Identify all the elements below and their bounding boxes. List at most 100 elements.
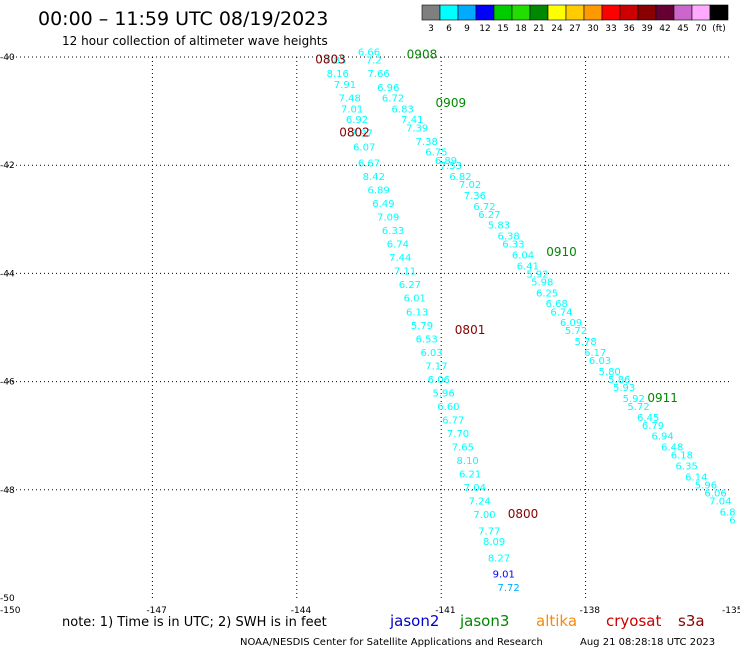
swh-value: 6.07: [353, 142, 375, 153]
legend-label: 70: [695, 24, 707, 34]
x-tick-label: -144: [291, 606, 312, 616]
legend-label: 42: [659, 24, 670, 34]
swh-value: 6.67: [358, 158, 380, 169]
swh-value: 6.41: [517, 261, 539, 272]
legend-label: 15: [497, 24, 508, 34]
legend-swatch: [637, 4, 657, 21]
legend-swatch: [421, 4, 441, 21]
swh-value: 6.83: [392, 104, 414, 115]
legend-swatch: [583, 4, 603, 21]
swh-value: 6.72: [382, 94, 404, 105]
swh-value: 6.14: [685, 472, 707, 483]
swh-value: 5.92: [623, 394, 645, 405]
legend-swatch: [565, 4, 585, 21]
legend-label: 39: [641, 24, 653, 34]
swh-value: 7.36: [464, 191, 486, 202]
pass-time-label: 0910: [546, 245, 577, 259]
credit-agency: NOAA/NESDIS Center for Satellite Applica…: [240, 637, 543, 648]
swh-value: 6.48: [661, 443, 683, 454]
swh-value: 6.04: [512, 250, 534, 261]
swh-value: 7.01: [341, 104, 363, 115]
y-tick-label: -42: [0, 161, 15, 171]
swh-value: 6.96: [377, 83, 399, 94]
pass-time-label: 0911: [647, 391, 678, 405]
legend-label: 24: [551, 24, 563, 34]
swh-value: 5.72: [565, 326, 587, 337]
swh-value: 8.16: [327, 69, 349, 80]
swh-value: 7.53: [440, 161, 462, 172]
data-points: 6.667.27.666.966.726.837.417.397.386.756…: [324, 48, 735, 595]
swh-value: 5.78: [574, 337, 596, 348]
swh-value: 6.45: [637, 413, 659, 424]
swh-value: 6.17: [584, 348, 606, 359]
swh-value: 8.42: [363, 172, 385, 183]
swh-value: 5.93: [613, 383, 635, 394]
swh-value: 7.11: [394, 267, 416, 278]
swh-value: 5.79: [411, 321, 433, 332]
satellite-legend: jason2 jason3 altika cryosat s3a: [389, 612, 705, 630]
y-tick-label: -46: [0, 378, 15, 388]
swh-value: 6.35: [676, 461, 698, 472]
legend-label: 36: [623, 24, 635, 34]
swh-value: 6.74: [387, 240, 409, 251]
swh-value: 6.18: [671, 451, 693, 462]
pass-time-label: 0801: [455, 323, 486, 337]
x-tick-label: -138: [580, 606, 601, 616]
swh-value: 5.83: [488, 221, 510, 232]
x-tick-label: -150: [0, 606, 21, 616]
swh-value: 7.70: [447, 429, 469, 440]
swh-value: 7.02: [459, 180, 481, 191]
swh-value: 6.06: [428, 375, 450, 386]
swh-value: 6.8: [720, 507, 736, 518]
swh-value: 6.49: [372, 199, 394, 210]
pass-time-label: 0909: [436, 96, 467, 110]
swh-value: 6.38: [497, 232, 519, 243]
legend-swatch: [547, 4, 567, 21]
pass-labels: 0908 0909 0910 0911 0803 0802 0801 0800: [315, 47, 678, 521]
swh-value: 6.92: [346, 115, 368, 126]
satellite-name: altika: [536, 612, 577, 630]
chart-title: 00:00 – 11:59 UTC 08/19/2023: [38, 8, 328, 30]
legend-label: 33: [605, 24, 616, 34]
pass-time-label: 0802: [339, 126, 370, 140]
swh-value: 6.66: [358, 48, 380, 59]
credit-timestamp: Aug 21 08:28:18 UTC 2023: [580, 637, 715, 648]
legend-swatch: [457, 4, 477, 21]
swh-value: 7.91: [334, 80, 356, 91]
axis-ticks: -150 -147 -144 -141 -138 -135 -40 -42 -44 -46 -48 -…: [0, 53, 740, 616]
satellite-name: s3a: [678, 612, 705, 630]
swh-value: 5.86: [608, 375, 630, 386]
swh-value: 6.89: [435, 156, 457, 167]
swh-value: 6: [729, 516, 735, 527]
legend-label: 9: [464, 24, 470, 34]
x-tick-label: -141: [435, 606, 455, 616]
swh-value: 7.38: [416, 137, 438, 148]
swh-value: 7.04: [464, 483, 486, 494]
swh-value: 8.27: [488, 553, 510, 564]
swh-value: 9.01: [493, 570, 515, 581]
y-tick-label: -44: [0, 269, 15, 279]
swh-value: 6.79: [642, 421, 664, 432]
swh-value: 6.13: [406, 307, 428, 318]
legend-swatch: [493, 4, 513, 21]
legend-swatch: [439, 4, 459, 21]
x-tick-label: -147: [146, 606, 166, 616]
legend-swatch: [673, 4, 693, 21]
swh-value: 6.33: [502, 240, 524, 251]
legend-label: 18: [515, 24, 527, 34]
legend-label: 12: [479, 24, 490, 34]
legend-label: 21: [533, 24, 544, 34]
swh-value: 6.72: [473, 202, 495, 213]
swh-value: 6.01: [404, 294, 426, 305]
swh-value: 7.85: [324, 56, 346, 67]
swh-value: 7.48: [339, 94, 361, 105]
legend-swatch: [709, 4, 729, 21]
legend-swatch: [691, 4, 711, 21]
swh-value: 7.09: [377, 213, 399, 224]
swh-value: 7.00: [473, 510, 495, 521]
swh-value: 5.80: [599, 367, 621, 378]
swh-value: 6.53: [416, 334, 438, 345]
satellite-name: jason2: [389, 612, 439, 630]
legend-swatch: [529, 4, 549, 21]
